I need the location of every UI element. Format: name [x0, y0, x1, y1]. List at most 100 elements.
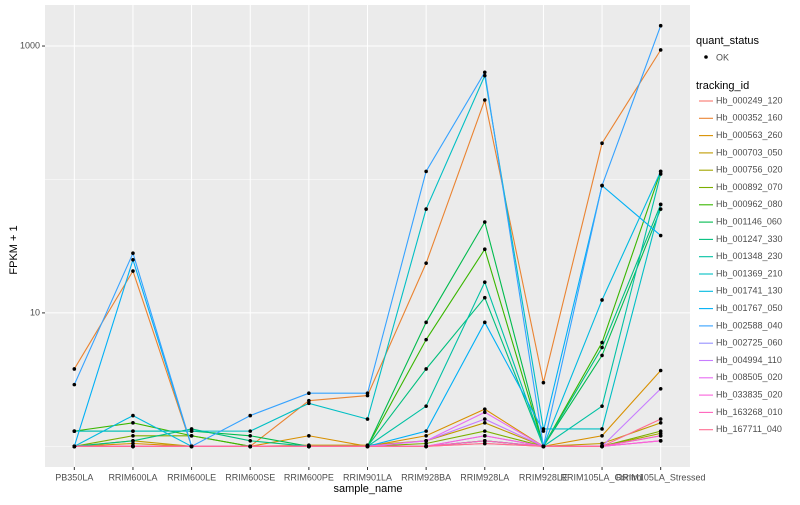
point: [482, 220, 487, 224]
point: [248, 439, 253, 443]
legend-label: Hb_001348_230: [716, 251, 783, 261]
point: [248, 444, 253, 449]
legend-label: Hb_001146_060: [716, 216, 782, 226]
point: [658, 207, 663, 211]
x-tick-label: RRIM928BA: [401, 472, 451, 482]
point: [248, 433, 253, 438]
legend-label: Hb_000249_120: [716, 95, 783, 105]
point: [131, 251, 135, 256]
point: [131, 413, 135, 418]
point: [424, 439, 428, 443]
x-tick-label: RRIM928LE: [519, 472, 568, 482]
legend-label: Hb_001369_210: [716, 268, 783, 278]
point: [482, 433, 487, 438]
point: [72, 367, 77, 371]
point: [365, 391, 370, 396]
x-tick-label: RRIM600PE: [284, 472, 334, 482]
point: [424, 207, 428, 211]
point: [307, 391, 311, 396]
point: [131, 257, 135, 262]
point: [482, 441, 487, 446]
legend-point: [704, 55, 708, 59]
point: [307, 401, 311, 406]
point: [131, 429, 135, 433]
x-tick-label: RRIM105LA_Control: [561, 472, 644, 482]
point: [482, 439, 487, 443]
y-tick-label: 1000: [20, 40, 40, 50]
point: [307, 398, 311, 403]
legend-title: quant_status: [696, 35, 759, 47]
point: [541, 380, 546, 385]
point: [72, 382, 77, 387]
point: [600, 353, 604, 358]
point: [424, 367, 428, 371]
point: [600, 345, 604, 350]
legend-label: Hb_001741_130: [716, 286, 783, 296]
legend-label: Hb_008505_020: [716, 372, 783, 382]
point: [482, 73, 487, 78]
point: [72, 444, 77, 449]
point: [482, 98, 487, 102]
point: [658, 433, 663, 438]
x-tick-label: PB350LA: [55, 472, 93, 482]
point: [482, 421, 487, 425]
point: [482, 429, 487, 433]
point: [189, 429, 194, 433]
point: [482, 280, 487, 284]
point: [424, 444, 428, 449]
point: [600, 444, 604, 449]
point: [600, 441, 604, 446]
point: [482, 295, 487, 300]
point: [424, 441, 428, 446]
point: [658, 48, 663, 52]
point: [131, 433, 135, 438]
point: [189, 433, 194, 438]
point: [424, 169, 428, 174]
point: [600, 141, 604, 145]
point: [131, 441, 135, 446]
point: [482, 407, 487, 411]
point: [424, 404, 428, 408]
point: [72, 429, 77, 433]
point: [658, 202, 663, 207]
point: [658, 23, 663, 28]
point: [482, 70, 487, 75]
point: [600, 183, 604, 188]
point: [307, 433, 311, 438]
point: [482, 247, 487, 252]
x-tick-label: RRIM928LA: [460, 472, 509, 482]
point: [600, 427, 604, 431]
point: [248, 413, 253, 418]
point: [541, 429, 546, 433]
point: [365, 444, 370, 449]
point: [307, 444, 311, 449]
legend-label: Hb_000756_020: [716, 165, 783, 175]
legend-label: Hb_000703_050: [716, 147, 783, 157]
legend-label: Hb_001247_330: [716, 234, 783, 244]
point: [131, 439, 135, 443]
point: [131, 421, 135, 425]
point: [658, 421, 663, 425]
point: [131, 269, 135, 273]
legend-label: Hb_002725_060: [716, 338, 783, 348]
point: [365, 417, 370, 421]
point: [600, 433, 604, 438]
point: [482, 320, 487, 325]
point: [600, 404, 604, 408]
point: [424, 320, 428, 325]
point: [658, 172, 663, 176]
legend-label: Hb_000962_080: [716, 199, 783, 209]
y-tick-label: 10: [30, 307, 40, 317]
point: [248, 429, 253, 433]
legend-label: Hb_000563_260: [716, 130, 783, 140]
legend-label: Hb_000892_070: [716, 182, 783, 192]
legend-label: Hb_163268_010: [716, 407, 783, 417]
x-tick-label: RRIM105LA_Stressed: [616, 472, 706, 482]
legend-label: OK: [716, 52, 729, 62]
point: [658, 429, 663, 433]
legend-label: Hb_167711_040: [716, 424, 782, 434]
point: [600, 340, 604, 345]
point: [189, 444, 194, 449]
point: [482, 417, 487, 421]
